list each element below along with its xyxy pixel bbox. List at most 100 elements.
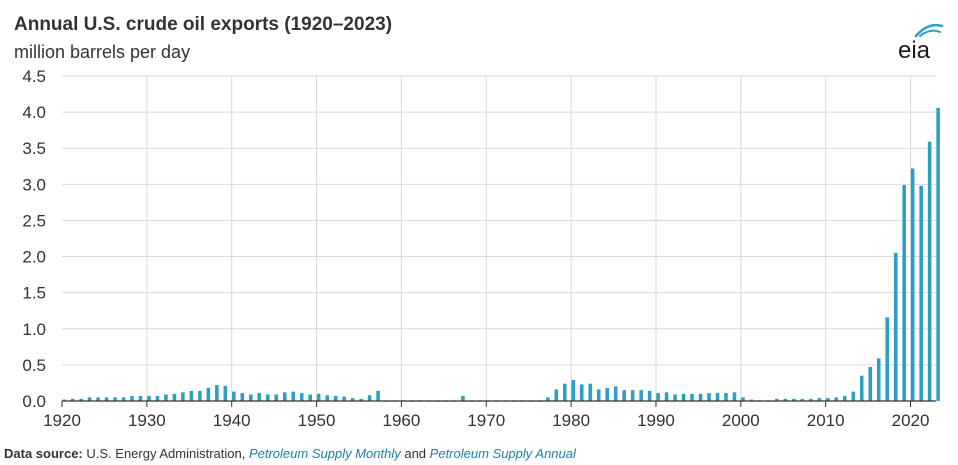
y-tick-label: 3.0 — [22, 175, 46, 194]
bar-2020 — [910, 168, 915, 401]
source-and: and — [404, 446, 427, 461]
eia-logo: eia — [898, 23, 944, 62]
bar-1934 — [181, 392, 185, 401]
x-tick-label: 1960 — [383, 411, 421, 430]
x-tick-label: 2000 — [722, 411, 760, 430]
x-tick-labels: 1920 1930 1940 1950 1960 1970 1980 1990 2000 2010… — [43, 411, 929, 430]
bar-1927 — [121, 397, 126, 401]
bar-1984 — [605, 388, 609, 401]
bar-1936 — [198, 390, 202, 401]
x-tick-label: 1970 — [467, 411, 505, 430]
source-agency: U.S. Energy Administration, — [86, 446, 246, 461]
bar-2018 — [893, 252, 898, 401]
bar-1949 — [308, 394, 312, 401]
bar-1924 — [96, 397, 100, 401]
x-tick-label: 2010 — [807, 411, 845, 430]
x-tick-label: 1950 — [298, 411, 336, 430]
y-tick-label: 3.5 — [22, 139, 46, 158]
bar-1983 — [596, 389, 601, 401]
bar-2010 — [826, 398, 830, 401]
bar-1987 — [630, 390, 635, 401]
bar-2001 — [749, 399, 754, 401]
bar-2006 — [792, 398, 796, 401]
axes — [61, 400, 936, 407]
bar-1986 — [622, 390, 626, 401]
bar-1977 — [546, 397, 550, 401]
source-pub-annual[interactable]: Petroleum Supply Annual — [429, 446, 576, 461]
bar-1988 — [639, 390, 643, 401]
bar-1942 — [249, 394, 253, 401]
bar-1978 — [554, 389, 559, 401]
bar-1928 — [130, 395, 134, 401]
bar-1951 — [325, 395, 329, 401]
bar-1994 — [690, 393, 694, 401]
bar-chart: 0.00.51.01.52.02.53.03.54.04.5 1920 1930 1… — [22, 67, 940, 430]
bar-1990 — [656, 393, 660, 401]
y-tick-label: 0.0 — [22, 392, 46, 411]
bar-1955 — [359, 398, 363, 401]
bar-2019 — [902, 185, 906, 401]
bar-1940 — [232, 391, 236, 401]
svg-text:eia: eia — [898, 37, 931, 62]
bar-1937 — [206, 388, 211, 401]
bar-1995 — [698, 393, 703, 401]
bar-1956 — [367, 395, 372, 401]
bar-2022 — [927, 141, 932, 401]
bar-1980 — [571, 380, 576, 401]
data-source-note: Data source: U.S. Energy Administration,… — [4, 446, 576, 461]
bar-2007 — [800, 398, 805, 401]
bar-1938 — [215, 385, 219, 401]
bar-2021 — [919, 185, 923, 401]
bar-1953 — [342, 396, 346, 401]
y-tick-label: 2.5 — [22, 211, 46, 230]
bar-1922 — [79, 398, 83, 401]
bar-1954 — [350, 398, 355, 401]
bar-1998 — [724, 393, 728, 401]
chart-subtitle: million barrels per day — [14, 42, 191, 62]
bar-1967 — [461, 395, 465, 401]
bar-2023 — [936, 107, 940, 402]
bar-2000 — [741, 397, 745, 401]
y-tick-label: 4.5 — [22, 67, 46, 86]
bar-1926 — [113, 397, 117, 401]
bar-1931 — [155, 395, 160, 401]
bar-2013 — [851, 391, 856, 401]
bar-1935 — [189, 390, 194, 401]
bar-1997 — [715, 393, 720, 401]
bar-1985 — [613, 386, 618, 401]
source-pub-monthly[interactable]: Petroleum Supply Monthly — [248, 446, 401, 461]
x-tick-label: 1930 — [128, 411, 166, 430]
grid-lines — [62, 75, 936, 401]
bar-1933 — [172, 393, 177, 401]
source-lead: Data source: — [4, 446, 83, 461]
x-tick-label: 1940 — [213, 411, 251, 430]
bar-1932 — [164, 394, 168, 401]
bar-2011 — [834, 397, 839, 401]
y-tick-label: 1.5 — [22, 284, 46, 303]
bar-1993 — [681, 393, 686, 401]
bar-1944 — [265, 394, 270, 401]
bar-1947 — [291, 391, 296, 401]
bar-1929 — [138, 395, 143, 401]
bar-2009 — [817, 398, 822, 401]
bar-1945 — [274, 394, 279, 401]
x-tick-label: 1980 — [552, 411, 590, 430]
bar-1925 — [104, 397, 109, 401]
bar-1946 — [282, 392, 287, 401]
bar-2005 — [783, 398, 788, 401]
bar-2015 — [868, 367, 873, 401]
bar-1981 — [579, 384, 584, 401]
y-tick-label: 2.0 — [22, 248, 46, 267]
y-tick-label: 1.0 — [22, 320, 46, 339]
bar-1991 — [664, 392, 669, 401]
bar-1979 — [562, 383, 567, 401]
x-tick-label: 1990 — [637, 411, 675, 430]
bar-1948 — [299, 393, 304, 401]
bar-2017 — [885, 317, 889, 401]
bar-2004 — [775, 398, 779, 401]
bar-1939 — [223, 385, 228, 401]
bar-1992 — [673, 394, 677, 401]
bar-2014 — [859, 375, 864, 401]
bar-1982 — [588, 383, 593, 401]
chart-title: Annual U.S. crude oil exports (1920–2023… — [14, 14, 393, 35]
